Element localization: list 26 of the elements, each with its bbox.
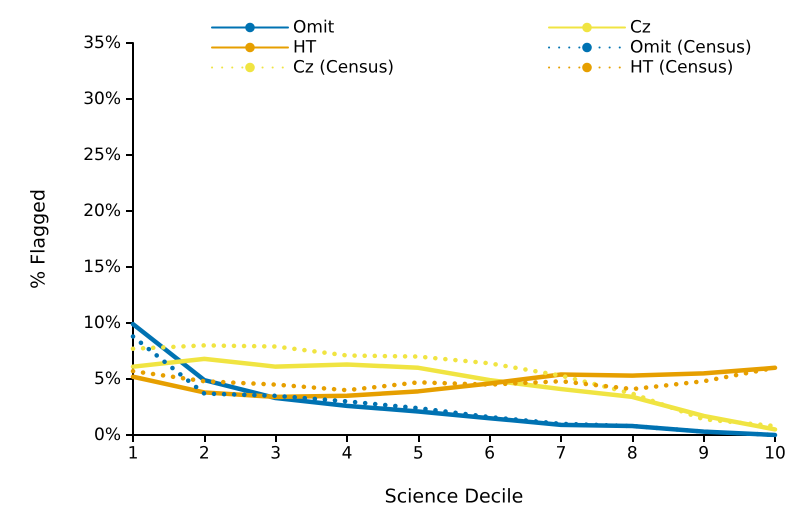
x-tick-label: 7	[556, 444, 566, 464]
legend-label: HT (Census)	[630, 58, 734, 78]
legend-label: HT	[293, 38, 317, 58]
y-tick-label: 15%	[83, 257, 121, 277]
legend-label: Cz (Census)	[293, 58, 394, 78]
legend-label: Omit (Census)	[630, 38, 752, 58]
y-tick-label: 25%	[83, 145, 121, 165]
x-axis-title: Science Decile	[384, 486, 524, 508]
y-axis-title: % Flagged	[28, 189, 50, 289]
y-tick-label: 20%	[83, 201, 121, 221]
y-tick-label: 35%	[83, 33, 121, 53]
x-tick-label: 2	[198, 444, 210, 464]
x-tick-label: 8	[626, 444, 638, 464]
x-tick-label: 3	[270, 444, 282, 464]
x-tick-label: 6	[484, 444, 496, 464]
legend-label: Cz	[630, 18, 651, 38]
legend-label: Omit	[293, 18, 335, 38]
y-tick-label: 30%	[83, 89, 121, 109]
x-tick-label: 9	[698, 444, 710, 464]
y-tick-label: 10%	[83, 313, 121, 333]
x-tick-label: 5	[412, 444, 424, 464]
y-tick-label: 5%	[94, 369, 121, 389]
x-tick-label: 10	[764, 444, 786, 464]
x-tick-label: 4	[342, 444, 352, 464]
y-tick-label: 0%	[94, 425, 121, 445]
x-tick-label: 1	[128, 444, 138, 464]
